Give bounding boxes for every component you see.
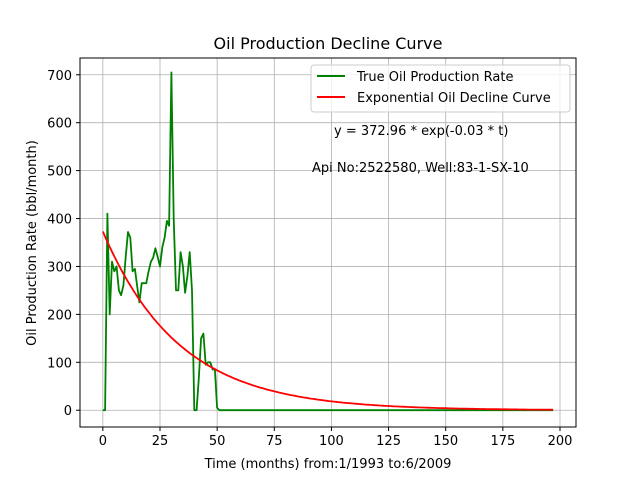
well-info-annotation: Api No:2522580, Well:83-1-SX-10 — [312, 161, 529, 176]
true-production-line — [102, 71, 554, 412]
x-tick-label: 100 — [319, 434, 344, 449]
x-tick-label: 175 — [490, 434, 515, 449]
axis-ticks: 0 25 50 75 100 125 150 175 200 0 100 200 300 400 500 60… — [47, 69, 572, 449]
y-tick-label: 0 — [64, 404, 72, 419]
y-tick-label: 100 — [47, 356, 72, 371]
y-axis-label: Oil Production Rate (bbl/month) — [25, 140, 40, 346]
fit-equation-annotation: y = 372.96 * exp(-0.03 * t) — [334, 124, 508, 139]
x-tick-label: 200 — [548, 434, 573, 449]
x-tick-label: 50 — [209, 434, 226, 449]
x-tick-label: 75 — [266, 434, 283, 449]
y-tick-label: 400 — [47, 213, 72, 228]
x-tick-label: 125 — [376, 434, 401, 449]
y-tick-label: 500 — [47, 165, 72, 180]
y-tick-label: 700 — [47, 69, 72, 84]
chart-title: Oil Production Decline Curve — [214, 34, 443, 53]
legend: True Oil Production Rate Exponential Oil… — [310, 64, 571, 113]
x-tick-label: 25 — [152, 434, 169, 449]
legend-label-exponential: Exponential Oil Decline Curve — [357, 91, 551, 106]
y-tick-label: 200 — [47, 308, 72, 323]
plot-frame — [79, 57, 577, 428]
x-tick-label: 150 — [433, 434, 458, 449]
exponential-decline-line — [102, 231, 554, 411]
y-tick-label: 300 — [47, 260, 72, 275]
plot-lines — [102, 71, 554, 412]
x-tick-label: 0 — [99, 434, 107, 449]
legend-box — [310, 64, 571, 113]
x-axis-label: Time (months) from:1/1993 to:6/2009 — [204, 457, 452, 472]
y-tick-label: 600 — [47, 117, 72, 132]
legend-label-true-rate: True Oil Production Rate — [356, 70, 513, 85]
